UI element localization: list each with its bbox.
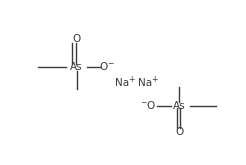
- Text: −: −: [107, 59, 114, 68]
- Text: −: −: [140, 99, 147, 108]
- Text: As: As: [70, 62, 83, 72]
- Text: O: O: [175, 127, 184, 137]
- Text: Na: Na: [115, 78, 129, 88]
- Text: O: O: [147, 101, 155, 111]
- Text: As: As: [173, 101, 186, 111]
- Text: Na: Na: [138, 78, 152, 88]
- Text: +: +: [128, 75, 135, 84]
- Text: O: O: [99, 62, 107, 72]
- Text: +: +: [151, 75, 157, 84]
- Text: O: O: [72, 34, 81, 44]
